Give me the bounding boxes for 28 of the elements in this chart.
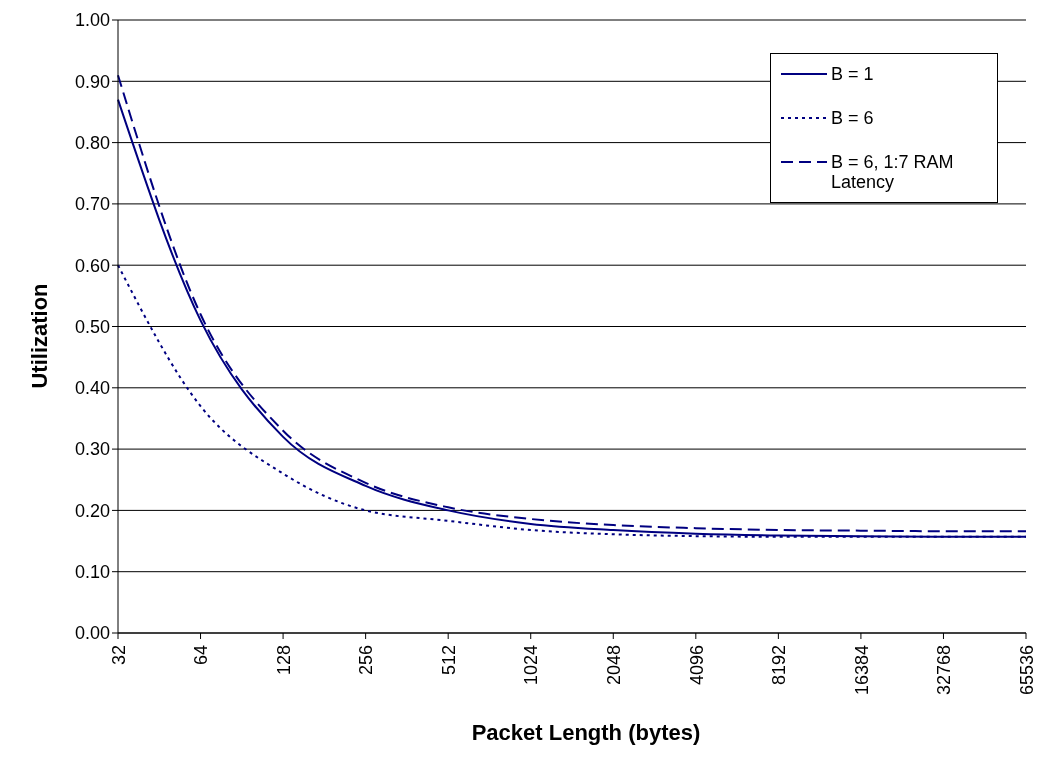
x-tick-label: 65536: [1016, 645, 1037, 696]
y-tick-label: 0.20: [74, 500, 110, 521]
x-tick-label: 8192: [769, 645, 790, 686]
x-tick-label: 32768: [934, 645, 955, 696]
y-tick-label: 0.10: [74, 562, 110, 583]
x-tick-label: 1024: [521, 645, 542, 686]
y-tick-label: 0.50: [74, 316, 110, 337]
y-tick-label: 0.80: [74, 132, 110, 153]
x-tick-label: 256: [356, 645, 377, 676]
x-tick-label: 64: [191, 645, 212, 666]
x-tick-label: 16384: [851, 645, 872, 696]
y-tick-label: 1.00: [74, 10, 110, 31]
legend-label: B = 6, 1:7 RAM Latency: [831, 152, 955, 192]
y-tick-label: 0.70: [74, 194, 110, 215]
x-axis-title: Packet Length (bytes): [470, 720, 702, 746]
y-tick-label: 0.60: [74, 255, 110, 276]
y-tick-label: 0.00: [74, 623, 110, 644]
y-tick-label: 0.40: [74, 378, 110, 399]
y-tick-label: 0.30: [74, 439, 110, 460]
y-tick-label: 0.90: [74, 71, 110, 92]
legend-label: B = 6: [831, 108, 874, 128]
x-tick-label: 128: [273, 645, 294, 676]
legend-label: B = 1: [831, 64, 874, 84]
y-axis-title: Utilization: [27, 283, 53, 389]
x-tick-label: 2048: [604, 645, 625, 686]
x-tick-label: 512: [438, 645, 459, 676]
x-tick-label: 4096: [686, 645, 707, 686]
x-tick-label: 32: [108, 645, 129, 666]
